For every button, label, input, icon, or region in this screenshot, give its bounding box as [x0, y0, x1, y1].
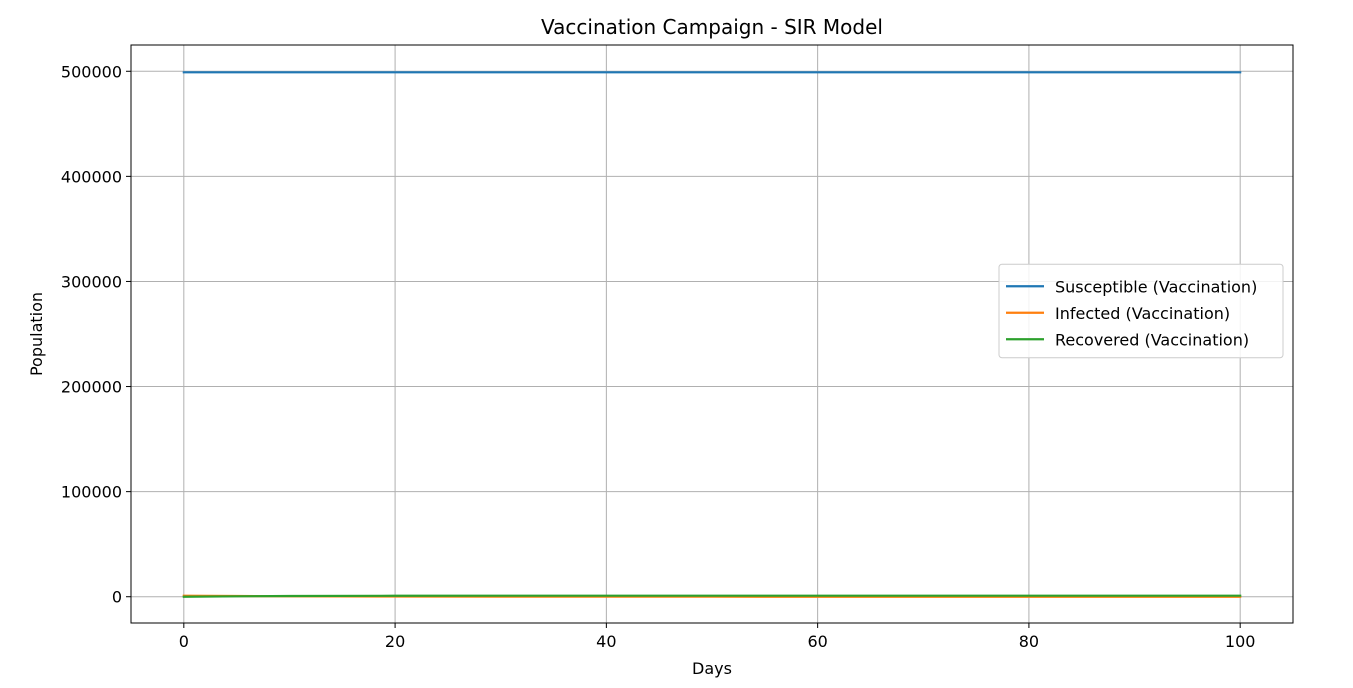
legend: Susceptible (Vaccination) Infected (Vacci…	[998, 263, 1284, 359]
x-axis-label: Days	[692, 659, 732, 678]
y-tick-label: 100000	[61, 483, 122, 502]
x-tick-label: 40	[596, 632, 616, 651]
series-line-3	[182, 594, 1242, 598]
y-tick-label: 200000	[61, 378, 122, 397]
chart-title: Vaccination Campaign - SIR Model	[541, 15, 883, 39]
legend-box	[998, 263, 1284, 359]
legend-entry-2: Infected (Vaccination)	[1055, 304, 1230, 323]
series-layer	[182, 71, 1242, 598]
y-tick-label: 500000	[61, 62, 122, 81]
x-tick-label: 100	[1225, 632, 1256, 651]
y-axis: 0 100000 200000 300000 400000 500000	[61, 62, 131, 607]
x-tick-label: 0	[179, 632, 189, 651]
legend-entry-3: Recovered (Vaccination)	[1055, 330, 1249, 349]
y-axis-label: Population	[27, 292, 46, 376]
plot-frame	[130, 44, 1294, 624]
x-tick-label: 80	[1019, 632, 1039, 651]
y-tick-label: 0	[112, 588, 122, 607]
x-tick-label: 20	[385, 632, 405, 651]
x-tick-label: 60	[807, 632, 827, 651]
y-tick-label: 300000	[61, 272, 122, 291]
legend-entry-1: Susceptible (Vaccination)	[1055, 277, 1257, 296]
x-axis: 0 20 40 60 80 100	[179, 623, 1256, 651]
y-tick-label: 400000	[61, 167, 122, 186]
